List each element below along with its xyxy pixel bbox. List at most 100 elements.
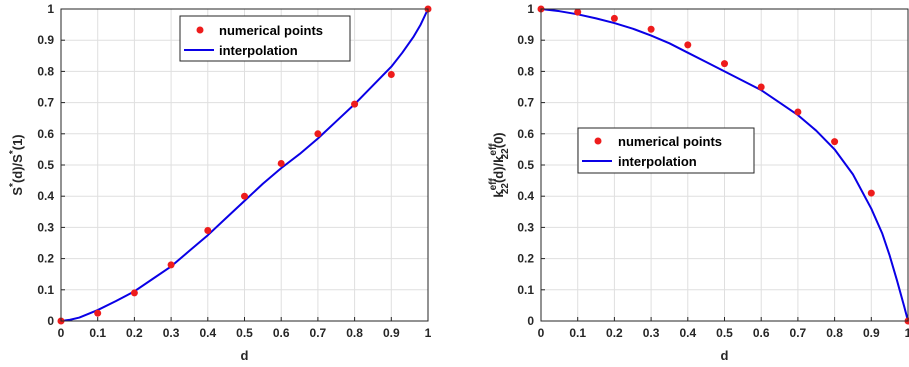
chart-left-y-tick-label: 0	[47, 314, 54, 328]
chart-right-x-tick-label: 0.4	[679, 326, 696, 340]
chart-right-data-point	[757, 83, 765, 91]
chart-left-interpolation-line	[60, 8, 429, 322]
chart-right-x-tick-label: 0.9	[863, 326, 880, 340]
chart-right-interpolation-line	[540, 8, 909, 322]
chart-right-x-tick-label: 0	[538, 326, 545, 340]
chart-right-y-tick-label: 0	[527, 314, 534, 328]
chart-right-data-point	[831, 138, 839, 146]
chart-left-data-point	[94, 309, 102, 317]
chart-left-y-label: S*(d)/S*(1)	[8, 134, 25, 195]
chart-left-x-tick-label: 1	[425, 326, 432, 340]
chart-left-x-tick-label: 0.2	[126, 326, 143, 340]
chart-right-data-point	[867, 189, 875, 197]
chart-right-data-point	[721, 60, 728, 68]
chart-left-markers	[57, 5, 432, 325]
chart-left-lines	[60, 8, 429, 322]
chart-left-y-tick-label: 0.6	[37, 127, 54, 141]
chart-left-y-tick-label: 0.7	[37, 96, 54, 110]
chart-right-y-label-sub2: 22	[500, 148, 511, 160]
chart-right-y-tick-label: 0.6	[517, 127, 534, 141]
chart-right-y-tick-label: 0.2	[517, 252, 534, 266]
chart-right: 0 0.1 0.2 0.3 0.4 0.5 0.6 0.7 0.8 0.9 1 0 0.1 0.2 0.3…	[488, 2, 909, 363]
chart-left-y-tick-label: 0.9	[37, 33, 54, 47]
chart-right-legend-label-points: numerical points	[618, 134, 722, 149]
chart-left-x-tick-label: 0.9	[383, 326, 400, 340]
chart-left-x-tick-label: 0.8	[346, 326, 363, 340]
chart-left: 0 0.1 0.2 0.3 0.4 0.5 0.6 0.7 0.8 0.9 1 0 0.1 0.2 0.3…	[8, 2, 432, 363]
chart-right-y-tick-label: 0.4	[517, 189, 534, 203]
chart-right-x-tick-label: 0.2	[606, 326, 623, 340]
chart-left-y-label-sup2: *	[8, 150, 19, 154]
chart-left-data-point	[241, 192, 248, 200]
chart-left-y-label-end: (1)	[10, 134, 25, 150]
chart-left-data-point	[314, 130, 322, 138]
chart-left-data-point	[167, 261, 175, 269]
chart-right-y-tick-label: 0.5	[517, 158, 534, 172]
chart-right-y-label-k1: k	[491, 190, 506, 198]
chart-right-y-tick-label: 0.8	[517, 64, 534, 78]
chart-right-y-tick-label: 0.3	[517, 220, 534, 234]
chart-right-y-label-end: (0)	[491, 132, 506, 148]
chart-left-y-tick-label: 0.2	[37, 252, 54, 266]
chart-left-data-point	[387, 71, 395, 79]
chart-right-x-tick-label: 0.3	[643, 326, 660, 340]
chart-right-x-label: d	[721, 348, 729, 363]
chart-left-y-label-mid: (d)/S	[10, 154, 25, 183]
chart-left-y-tick-label: 0.1	[37, 283, 54, 297]
chart-left-data-point	[351, 100, 359, 108]
chart-right-legend: numerical points interpolation	[577, 127, 755, 174]
chart-left-x-tick-label: 0	[58, 326, 65, 340]
chart-left-data-point	[130, 289, 138, 297]
chart-left-x-label: d	[241, 348, 249, 363]
chart-left-legend-label-points: numerical points	[219, 23, 323, 38]
chart-right-legend-marker	[594, 137, 602, 145]
chart-right-x-tick-label: 0.7	[790, 326, 807, 340]
chart-right-y-label-sup1: eff	[488, 178, 499, 191]
chart-left-x-tick-label: 0.5	[236, 326, 253, 340]
chart-right-x-tick-label: 0.5	[716, 326, 733, 340]
chart-right-y-tick-label: 1	[527, 2, 534, 16]
chart-left-y-tick-label: 0.4	[37, 189, 54, 203]
chart-left-y-tick-label: 0.5	[37, 158, 54, 172]
chart-right-lines	[540, 8, 909, 322]
chart-right-y-label-mid: (d)/k	[491, 155, 506, 183]
chart-left-data-point	[204, 227, 212, 235]
chart-left-x-ticks: 0 0.1 0.2 0.3 0.4 0.5 0.6 0.7 0.8 0.9 1	[58, 317, 432, 340]
chart-right-legend-label-interp: interpolation	[618, 154, 697, 169]
chart-right-legend-box	[577, 127, 755, 174]
chart-right-y-label-sup2: eff	[488, 143, 499, 156]
chart-left-x-tick-label: 0.4	[199, 326, 216, 340]
chart-right-x-ticks: 0 0.1 0.2 0.3 0.4 0.5 0.6 0.7 0.8 0.9 1	[538, 317, 909, 340]
chart-left-x-tick-label: 0.6	[273, 326, 290, 340]
chart-right-y-tick-label: 0.1	[517, 283, 534, 297]
chart-left-x-tick-label: 0.3	[163, 326, 180, 340]
chart-left-legend-box	[179, 15, 351, 62]
chart-left-y-label-base: S	[10, 187, 25, 196]
chart-left-y-label-sup1: *	[8, 183, 19, 187]
chart-right-x-tick-label: 1	[905, 326, 909, 340]
chart-right-y-tick-label: 0.9	[517, 33, 534, 47]
chart-right-x-tick-label: 0.6	[753, 326, 770, 340]
chart-right-y-ticks: 0 0.1 0.2 0.3 0.4 0.5 0.6 0.7 0.8 0.9 1	[517, 2, 545, 328]
chart-left-legend-marker	[196, 26, 204, 34]
chart-right-data-point	[794, 108, 802, 116]
chart-left-y-tick-label: 0.3	[37, 220, 54, 234]
chart-left-legend: numerical points interpolation	[179, 15, 351, 62]
chart-left-x-tick-label: 0.1	[89, 326, 106, 340]
chart-right-x-tick-label: 0.1	[569, 326, 586, 340]
chart-left-legend-label-interp: interpolation	[219, 43, 298, 58]
chart-right-data-point	[684, 41, 692, 49]
chart-left-data-point	[277, 159, 285, 167]
chart-left-x-tick-label: 0.7	[310, 326, 327, 340]
chart-right-y-label: keff22(d)/keff22(0)	[488, 132, 511, 197]
chart-right-y-label-sub1: 22	[500, 183, 511, 195]
chart-left-y-ticks: 0 0.1 0.2 0.3 0.4 0.5 0.6 0.7 0.8 0.9 1	[37, 2, 65, 328]
chart-left-y-tick-label: 0.8	[37, 64, 54, 78]
chart-left-y-tick-label: 1	[47, 2, 54, 16]
chart-right-data-point	[574, 8, 582, 16]
chart-right-data-point	[610, 14, 618, 22]
chart-right-data-point	[647, 25, 655, 33]
chart-right-y-tick-label: 0.7	[517, 96, 534, 110]
chart-right-x-tick-label: 0.8	[826, 326, 843, 340]
